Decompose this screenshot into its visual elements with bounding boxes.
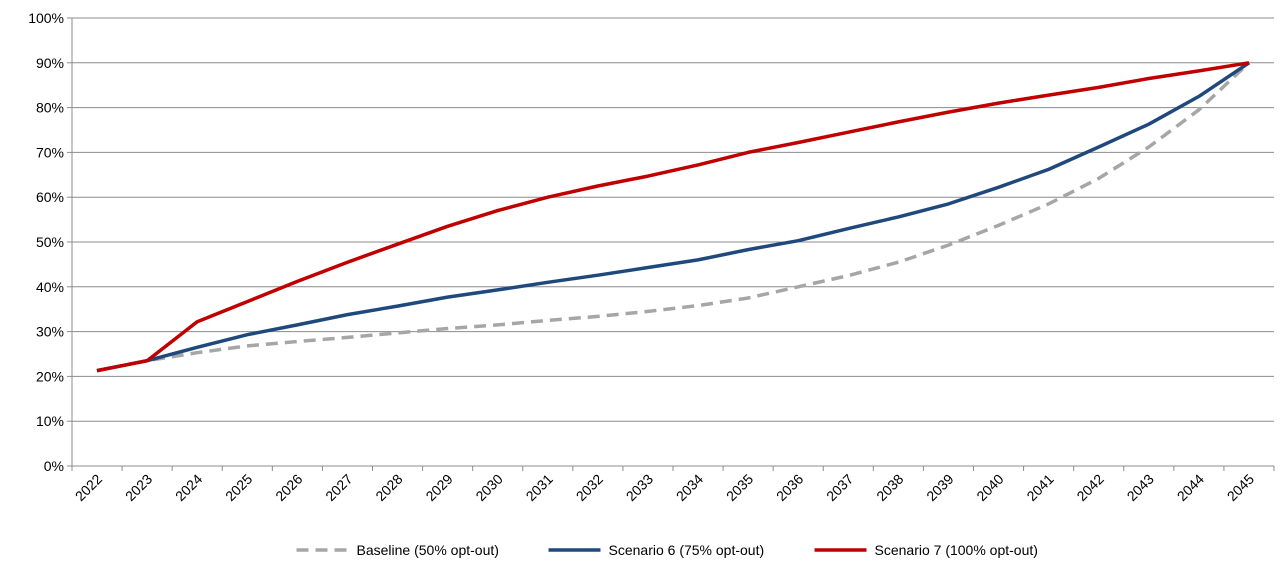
series-line-3: [96, 61, 1250, 373]
legend-label-1: Baseline (50% opt-out): [357, 542, 499, 558]
x-tick-label: 2023: [122, 471, 155, 504]
legend: Baseline (50% opt-out) Scenario 6 (75% op…: [296, 542, 1038, 558]
x-tick-label: 2029: [422, 471, 455, 504]
y-tick-label: 70%: [36, 144, 64, 160]
x-tick-label: 2038: [873, 471, 906, 504]
y-tick-label: 0%: [44, 458, 64, 474]
y-tick-label: 30%: [36, 324, 64, 340]
x-tick-label: 2027: [322, 471, 355, 504]
legend-label-2: Scenario 6 (75% opt-out): [609, 542, 765, 558]
y-tick-label: 40%: [36, 279, 64, 295]
x-tick-label: 2034: [673, 471, 706, 504]
y-tick-label: 80%: [36, 100, 64, 116]
x-tick-label: 2037: [823, 471, 856, 504]
x-tick-label: 2033: [623, 471, 656, 504]
x-tick-label: 2025: [222, 471, 255, 504]
y-tick-label: 90%: [36, 55, 64, 71]
x-tick-label: 2032: [573, 471, 606, 504]
x-tick-label: 2040: [973, 471, 1006, 504]
x-tick-label: 2026: [272, 471, 305, 504]
y-tick-label: 10%: [36, 413, 64, 429]
series-line-1: [96, 61, 1251, 373]
y-tick-label: 50%: [36, 234, 64, 250]
x-tick-label: 2045: [1224, 471, 1257, 504]
x-tick-label: 2030: [472, 471, 505, 504]
y-tick-label: 100%: [28, 10, 64, 26]
series-lines: [96, 61, 1251, 373]
x-tick-label: 2043: [1124, 471, 1157, 504]
x-tick-label: 2028: [372, 471, 405, 504]
gridlines: [72, 17, 1274, 422]
x-tick-label: 2035: [723, 471, 756, 504]
x-tick-label: 2044: [1174, 471, 1207, 504]
x-tick-label: 2039: [923, 471, 956, 504]
y-tick-label: 20%: [36, 368, 64, 384]
x-tick-label: 2036: [773, 471, 806, 504]
x-tick-label: 2031: [523, 471, 556, 504]
series-line-2: [96, 61, 1250, 373]
x-tick-label: 2042: [1073, 471, 1106, 504]
x-tick-label: 2022: [72, 471, 105, 504]
x-tick-label: 2041: [1023, 471, 1056, 504]
axes: 0% 10% 20% 30% 40% 50% 60% 70% 80% 90% 100% 2022 202…: [28, 10, 1275, 504]
y-tick-label: 60%: [36, 189, 64, 205]
x-tick-label: 2024: [172, 471, 205, 504]
legend-label-3: Scenario 7 (100% opt-out): [875, 542, 1038, 558]
